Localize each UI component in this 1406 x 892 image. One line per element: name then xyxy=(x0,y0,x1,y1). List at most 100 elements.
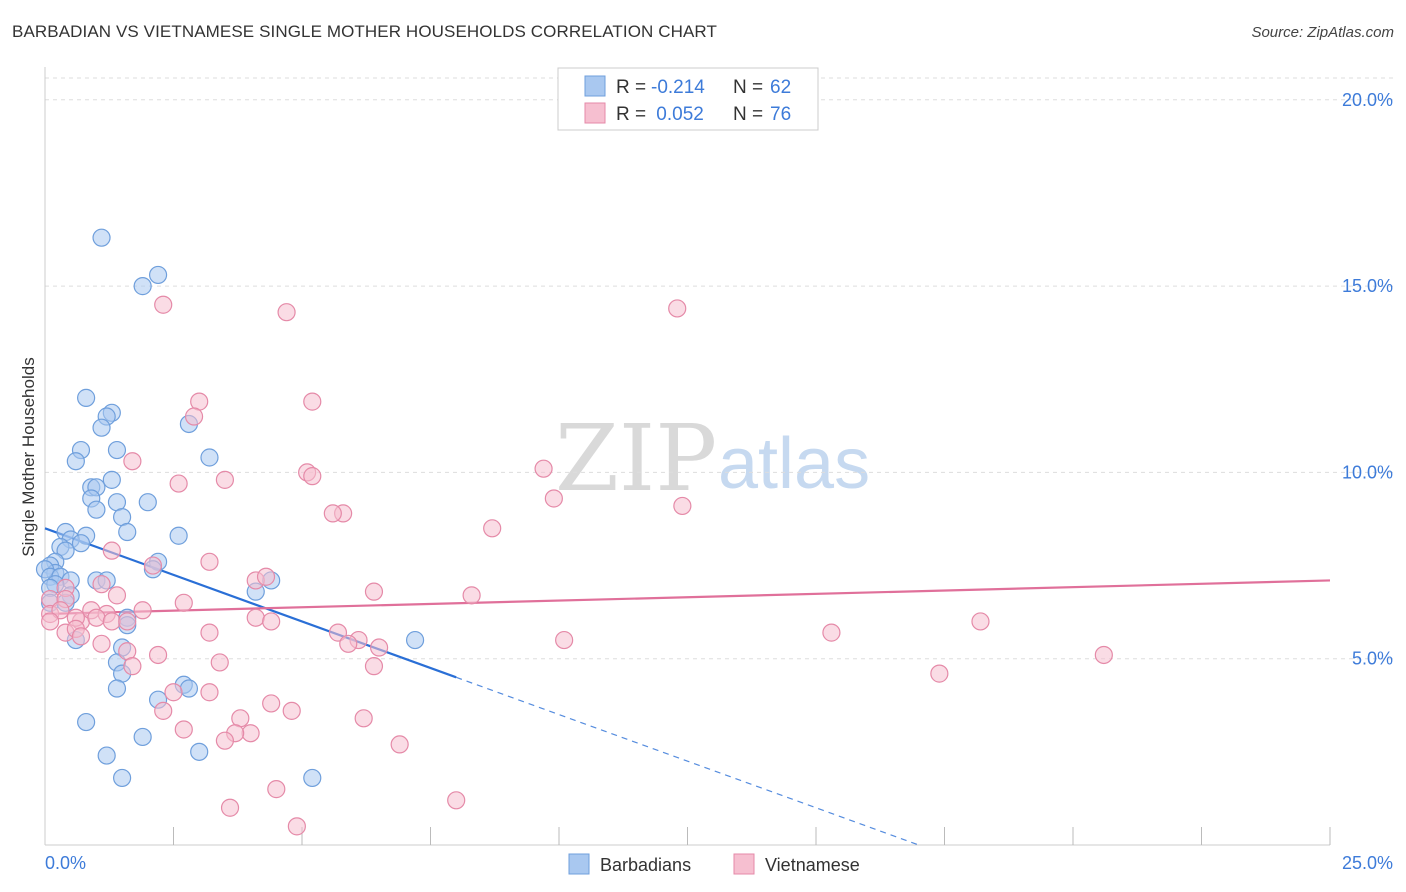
point-vietnamese-70 xyxy=(241,724,260,743)
point-vietnamese-26 xyxy=(107,586,127,605)
gridlines xyxy=(45,77,1395,660)
point-barbadians-54 xyxy=(179,679,199,698)
chart-title: BARBADIAN VS VIETNAMESE SINGLE MOTHER HO… xyxy=(12,22,717,41)
point-vietnamese-55 xyxy=(148,645,168,665)
point-barbadians-12 xyxy=(102,470,121,489)
point-vietnamese-42 xyxy=(262,612,281,631)
point-vietnamese-57 xyxy=(1094,645,1113,665)
point-vietnamese-74 xyxy=(267,780,286,799)
y-tick-label-0: 5.0% xyxy=(1352,649,1393,669)
y-tick-label-1: 10.0% xyxy=(1342,462,1393,482)
point-vietnamese-59 xyxy=(123,657,142,676)
point-vietnamese-19 xyxy=(143,556,163,575)
point-vietnamese-31 xyxy=(51,601,70,620)
point-vietnamese-25 xyxy=(462,586,481,605)
point-barbadians-18 xyxy=(87,500,106,519)
legend-bottom-swatch-barbadians xyxy=(568,853,590,875)
point-vietnamese-15 xyxy=(323,504,342,523)
legend-bottom-label-barbadians: Barbadians xyxy=(600,855,691,875)
point-barbadians-59 xyxy=(190,742,209,761)
watermark-zip: ZIP xyxy=(555,405,717,512)
point-vietnamese-18 xyxy=(200,552,219,571)
point-vietnamese-65 xyxy=(154,701,173,720)
point-vietnamese-61 xyxy=(930,664,949,683)
point-vietnamese-53 xyxy=(92,634,111,653)
point-vietnamese-16 xyxy=(483,519,502,538)
point-vietnamese-8 xyxy=(303,467,322,486)
point-vietnamese-37 xyxy=(41,612,60,631)
legend-bottom-swatch-vietnamese xyxy=(733,853,755,875)
point-vietnamese-62 xyxy=(200,683,219,702)
point-barbadians-17 xyxy=(138,493,157,512)
legend-bottom-label-vietnamese: Vietnamese xyxy=(765,855,860,875)
point-barbadians-27 xyxy=(56,541,75,560)
point-vietnamese-66 xyxy=(282,701,301,720)
point-barbadians-10 xyxy=(66,452,85,471)
point-vietnamese-22 xyxy=(92,575,111,594)
point-barbadians-1 xyxy=(148,265,168,285)
point-barbadians-2 xyxy=(133,277,152,296)
point-vietnamese-40 xyxy=(133,601,152,620)
point-vietnamese-72 xyxy=(215,731,234,750)
point-barbadians-20 xyxy=(118,522,137,542)
point-vietnamese-52 xyxy=(339,634,358,653)
source-credit: Source: ZipAtlas.com xyxy=(1251,24,1394,41)
point-vietnamese-9 xyxy=(534,459,553,478)
point-vietnamese-27 xyxy=(174,593,193,612)
point-vietnamese-43 xyxy=(971,612,990,631)
legend-r-label-1: R = xyxy=(616,77,646,98)
point-vietnamese-76 xyxy=(220,798,240,817)
trend-line-vietnamese xyxy=(44,579,1331,616)
tick-labels: 5.0% 10.0% 15.0% 20.0% 0.0% 25.0% xyxy=(45,90,1393,873)
point-vietnamese-4 xyxy=(303,392,322,411)
data-points xyxy=(35,228,1113,836)
trend-lines xyxy=(44,527,1331,846)
point-vietnamese-64 xyxy=(262,694,281,713)
legend-n-value-1: 62 xyxy=(770,77,791,98)
point-vietnamese-47 xyxy=(200,623,219,642)
point-vietnamese-10 xyxy=(215,470,234,489)
point-barbadians-58 xyxy=(133,727,152,747)
point-barbadians-11 xyxy=(200,448,219,467)
point-vietnamese-58 xyxy=(210,653,229,672)
point-barbadians-62 xyxy=(303,768,322,788)
point-vietnamese-75 xyxy=(447,791,466,810)
watermark: ZIP atlas xyxy=(555,405,870,512)
point-barbadians-0 xyxy=(92,228,111,247)
point-vietnamese-24 xyxy=(364,582,384,601)
point-barbadians-25 xyxy=(71,534,91,553)
legend-swatch-blue xyxy=(584,75,606,97)
point-barbadians-60 xyxy=(97,746,116,765)
y-axis-label: Single Mother Households xyxy=(19,357,38,556)
x-tick-label-1: 25.0% xyxy=(1342,853,1393,873)
legend-n-value-2: 76 xyxy=(770,104,791,125)
legend-n-label-1: N = xyxy=(733,77,763,98)
point-vietnamese-6 xyxy=(123,452,142,471)
legend-top: R = -0.214 N = 62 R = 0.052 N = 76 xyxy=(557,67,819,131)
point-vietnamese-51 xyxy=(822,623,841,642)
legend-r-label-2: R = xyxy=(616,104,646,125)
axes xyxy=(44,67,1331,846)
point-vietnamese-77 xyxy=(287,817,306,836)
point-vietnamese-56 xyxy=(370,638,389,657)
point-vietnamese-46 xyxy=(71,627,91,646)
point-vietnamese-0 xyxy=(154,295,173,314)
point-vietnamese-5 xyxy=(184,407,204,426)
point-barbadians-21 xyxy=(169,526,188,545)
point-vietnamese-48 xyxy=(328,623,348,642)
point-vietnamese-17 xyxy=(102,541,121,560)
point-barbadians-49 xyxy=(405,630,425,650)
point-barbadians-55 xyxy=(107,679,127,698)
legend-bottom: Barbadians Vietnamese xyxy=(568,853,860,875)
point-vietnamese-2 xyxy=(668,299,687,318)
point-vietnamese-11 xyxy=(169,474,188,493)
y-tick-label-2: 15.0% xyxy=(1342,276,1393,296)
point-vietnamese-68 xyxy=(354,709,373,728)
point-vietnamese-60 xyxy=(364,657,384,676)
point-vietnamese-39 xyxy=(118,612,137,631)
point-barbadians-61 xyxy=(112,768,132,788)
point-vietnamese-38 xyxy=(102,612,121,631)
legend-r-value-1: -0.214 xyxy=(651,77,705,98)
watermark-atlas: atlas xyxy=(718,424,870,504)
